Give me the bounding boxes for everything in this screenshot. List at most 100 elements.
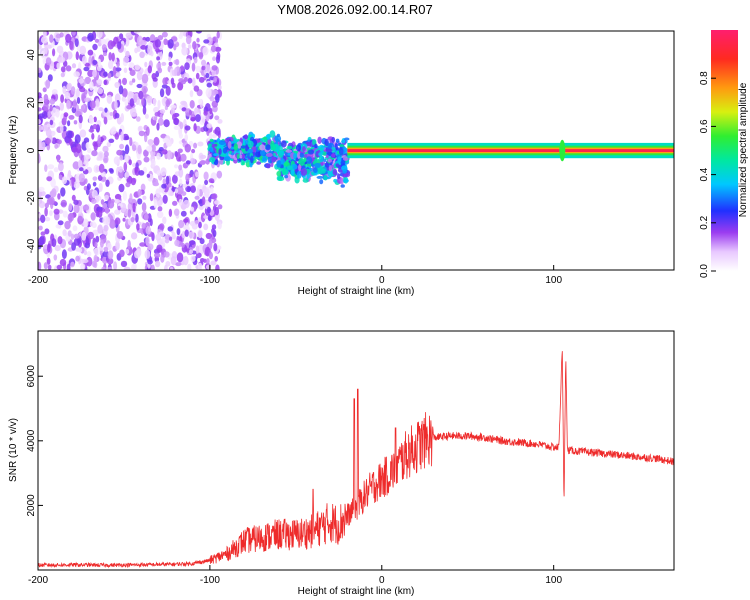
heatmap-cell <box>184 229 189 237</box>
heatmap-cell <box>284 174 289 179</box>
heatmap-cell <box>51 89 58 95</box>
heatmap-cell <box>118 183 125 193</box>
heatmap-cell <box>227 141 232 149</box>
heatmap-cell <box>302 146 306 152</box>
heatmap-cell <box>67 120 71 127</box>
heatmap-cell <box>60 66 66 73</box>
heatmap-cell <box>59 258 67 267</box>
snr-panel: -200 -100 0 100 2000 4000 6000 Height of stra… <box>8 330 675 597</box>
heatmap-cell <box>136 116 141 122</box>
heatmap-cell <box>333 178 338 183</box>
heatmap-cell <box>175 262 182 267</box>
heatmap-cell <box>152 77 158 82</box>
heatmap-cell <box>208 240 213 250</box>
heatmap-cell <box>53 254 58 261</box>
heatmap-cell <box>101 266 106 270</box>
heatmap-cell <box>174 67 178 77</box>
heatmap-cell <box>230 152 235 156</box>
heatmap-cell <box>337 156 342 164</box>
heatmap-cell <box>197 262 203 270</box>
heatmap-cell-group <box>38 31 674 270</box>
heatmap-cell <box>122 56 130 63</box>
heatmap-cell <box>142 195 147 200</box>
heatmap-cell <box>97 175 103 181</box>
heatmap-cell <box>144 113 149 119</box>
heatmap-cell <box>58 162 64 172</box>
heatmap-cell <box>68 115 75 120</box>
heatmap-cell <box>89 81 94 91</box>
heatmap-cell <box>164 238 170 244</box>
heatmap-cell <box>97 224 103 234</box>
heatmap-cell <box>208 178 215 184</box>
heatmap-cell <box>249 163 253 168</box>
heatmap-cell <box>236 153 240 160</box>
heatmap-cell <box>49 210 53 217</box>
heatmap-cell <box>210 186 214 194</box>
heatmap-cell <box>205 87 212 98</box>
heatmap-cell <box>214 46 222 52</box>
heatmap-cell <box>119 249 125 258</box>
heatmap-cell <box>276 160 282 168</box>
heatmap-cell <box>103 151 109 158</box>
heatmap-cell <box>163 119 170 128</box>
heatmap-cell <box>93 116 97 123</box>
heatmap-cell <box>214 115 220 121</box>
heatmap-cell <box>323 174 328 181</box>
heatmap-cell <box>185 160 191 165</box>
heatmap-cell <box>138 130 145 137</box>
snr-x-tick-label: -200 <box>28 575 48 586</box>
heatmap-cell <box>208 251 213 260</box>
heatmap-cell <box>147 259 153 265</box>
heatmap-cell <box>217 221 222 230</box>
heatmap-cell <box>170 77 175 85</box>
heatmap-cell <box>224 156 231 162</box>
heatmap-cell <box>102 145 109 153</box>
heatmap-cell <box>92 181 97 187</box>
heatmap-cell <box>50 178 56 188</box>
heatmap-cell <box>156 152 161 160</box>
heatmap-cell <box>55 108 60 118</box>
heatmap-cell <box>44 202 50 209</box>
heatmap-cell <box>296 170 302 179</box>
heatmap-cell <box>90 212 96 221</box>
heatmap-cell <box>129 98 135 107</box>
heatmap-cell <box>129 137 133 147</box>
colorbar-tick-label: 0.2 <box>699 215 710 229</box>
heatmap-cell <box>127 239 131 250</box>
heatmap-cell <box>98 107 104 112</box>
heatmap-cell <box>75 143 82 154</box>
heatmap-cell <box>78 114 83 124</box>
heatmap-cell <box>178 168 184 178</box>
heatmap-cell <box>78 78 85 84</box>
heatmap-cell <box>42 87 47 93</box>
heatmap-cell <box>96 31 103 39</box>
heatmap-cell <box>169 266 174 270</box>
heatmap-cell <box>62 229 67 237</box>
heatmap-cell <box>218 140 226 146</box>
heatmap-cell <box>203 171 209 181</box>
heatmap-cell <box>97 134 101 144</box>
heatmap-cell <box>209 157 216 163</box>
heatmap-cell <box>173 43 177 51</box>
heatmap-cell <box>116 61 120 68</box>
heatmap-cell <box>114 93 121 103</box>
spectrogram-x-tick-label: 100 <box>545 275 562 286</box>
heatmap-cell <box>97 58 102 68</box>
heatmap-cell <box>134 166 138 173</box>
heatmap-cell <box>198 51 204 60</box>
heatmap-cell <box>269 130 276 138</box>
heatmap-cell <box>141 73 149 84</box>
heatmap-cell <box>192 77 196 88</box>
heatmap-cell <box>157 117 164 126</box>
heatmap-cell <box>185 222 190 231</box>
spectrogram-y-tick-label: 40 <box>26 49 37 61</box>
heatmap-cell <box>302 178 309 183</box>
heatmap-cell <box>156 122 160 131</box>
heatmap-cell <box>265 152 273 157</box>
heatmap-cell <box>241 153 245 159</box>
heatmap-cell <box>102 250 110 258</box>
heatmap-cell <box>157 99 161 110</box>
heatmap-cell <box>162 194 168 204</box>
heatmap-cell <box>83 66 90 72</box>
heatmap-cell <box>274 135 282 142</box>
